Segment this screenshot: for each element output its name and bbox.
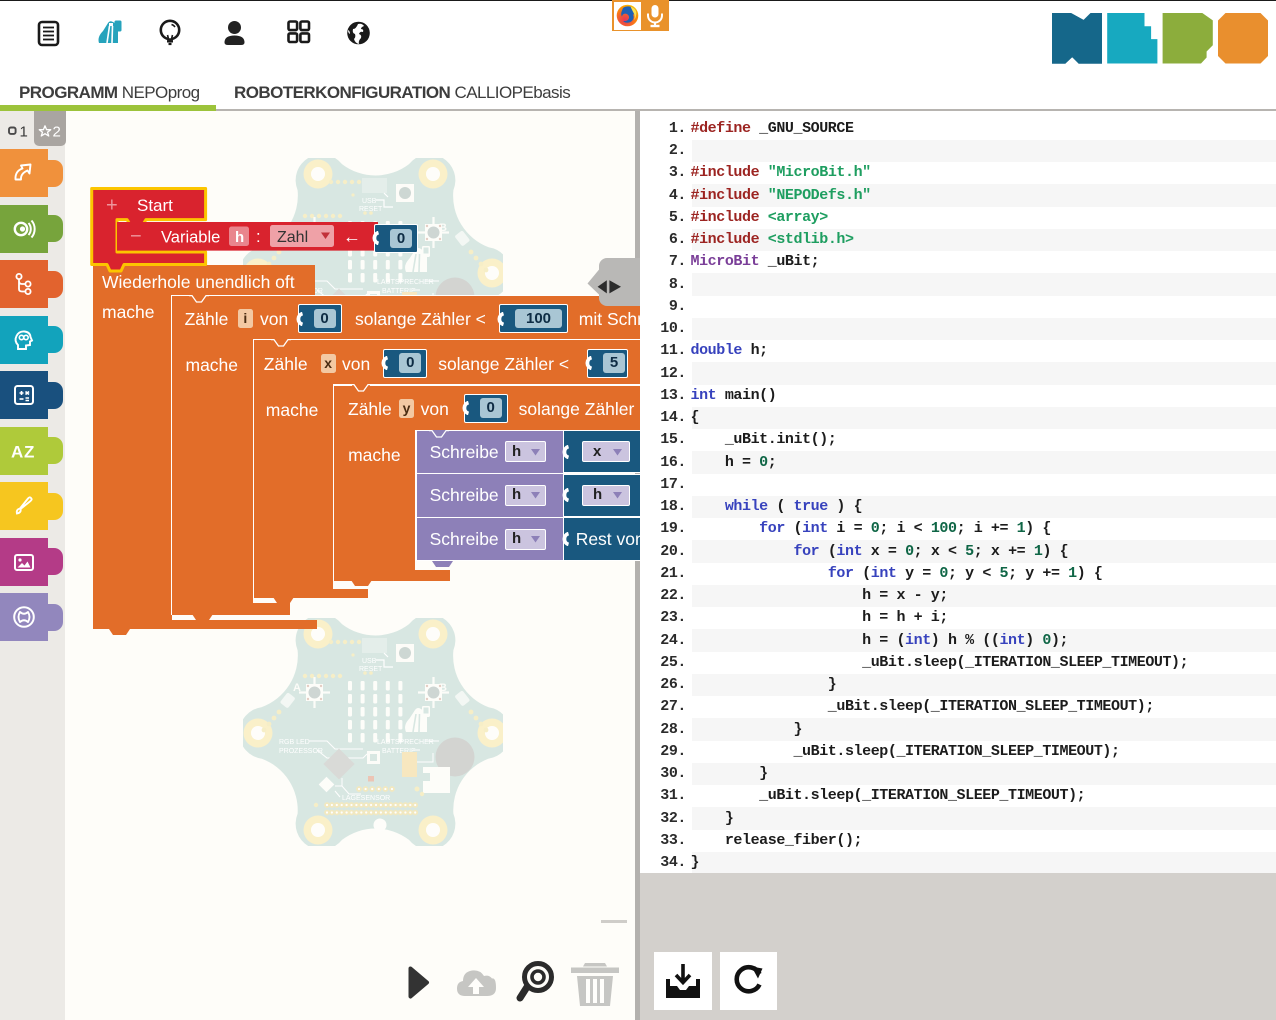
- svg-text:+: +: [106, 195, 118, 217]
- svg-text:h: h: [235, 229, 244, 246]
- svg-text:Variable: Variable: [161, 229, 220, 247]
- svg-text:2: 2: [53, 124, 61, 139]
- svg-text:1: 1: [20, 124, 28, 139]
- svg-text::: :: [256, 228, 261, 246]
- svg-text:Z: Z: [24, 442, 34, 461]
- svg-text:Start: Start: [137, 196, 173, 215]
- svg-text:−: −: [130, 226, 142, 248]
- svg-text:A: A: [11, 442, 23, 461]
- svg-text:Zahl: Zahl: [277, 229, 308, 246]
- svg-text:←: ←: [343, 227, 361, 247]
